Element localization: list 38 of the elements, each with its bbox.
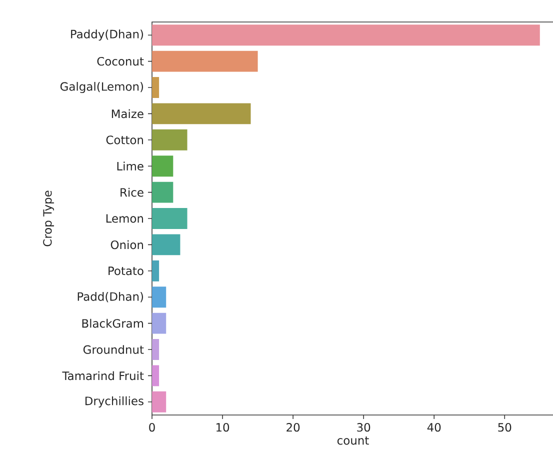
bar <box>152 103 251 124</box>
y-axis-title: Crop Type <box>43 190 54 246</box>
x-tick-label: 0 <box>149 423 155 432</box>
bar <box>152 339 160 360</box>
x-axis-title: count <box>337 436 369 445</box>
bar <box>152 24 540 46</box>
bar <box>152 312 166 334</box>
y-tick-label: Drychillies <box>85 396 144 408</box>
y-tick-label: Cotton <box>106 136 143 144</box>
x-tick-label: 40 <box>427 423 441 432</box>
bar <box>152 365 160 386</box>
bar <box>152 129 188 150</box>
y-tick-label: Potato <box>108 266 144 276</box>
y-tick-label: Rice <box>120 188 144 197</box>
bar <box>152 286 166 308</box>
y-tick-label: Paddy(Dhan) <box>71 30 144 41</box>
y-tick-label: Padd(Dhan) <box>78 292 144 302</box>
y-tick-label: Groundnut <box>83 345 144 354</box>
y-tick-label: Tamarind Fruit <box>62 371 144 380</box>
bar <box>152 156 174 177</box>
y-tick-label: Lime <box>117 162 144 171</box>
bar <box>152 234 180 256</box>
bar <box>152 182 174 203</box>
y-tick-label: BlackGram <box>82 318 144 328</box>
y-tick-label: Onion <box>110 240 144 250</box>
y-tick-label: Maize <box>112 109 144 118</box>
bar <box>152 260 160 282</box>
x-tick-label: 30 <box>357 423 370 432</box>
y-tick-label: Coconut <box>97 56 144 66</box>
x-tick-label: 10 <box>216 423 230 432</box>
y-tick-label: Galgal(Lemon) <box>60 82 144 94</box>
y-tick-label: Lemon <box>106 214 144 223</box>
bar <box>152 50 258 72</box>
x-tick-label: 50 <box>498 423 512 432</box>
bar <box>152 77 160 98</box>
x-tick-label: 20 <box>286 423 300 432</box>
bar <box>152 391 166 412</box>
bar <box>152 208 188 229</box>
